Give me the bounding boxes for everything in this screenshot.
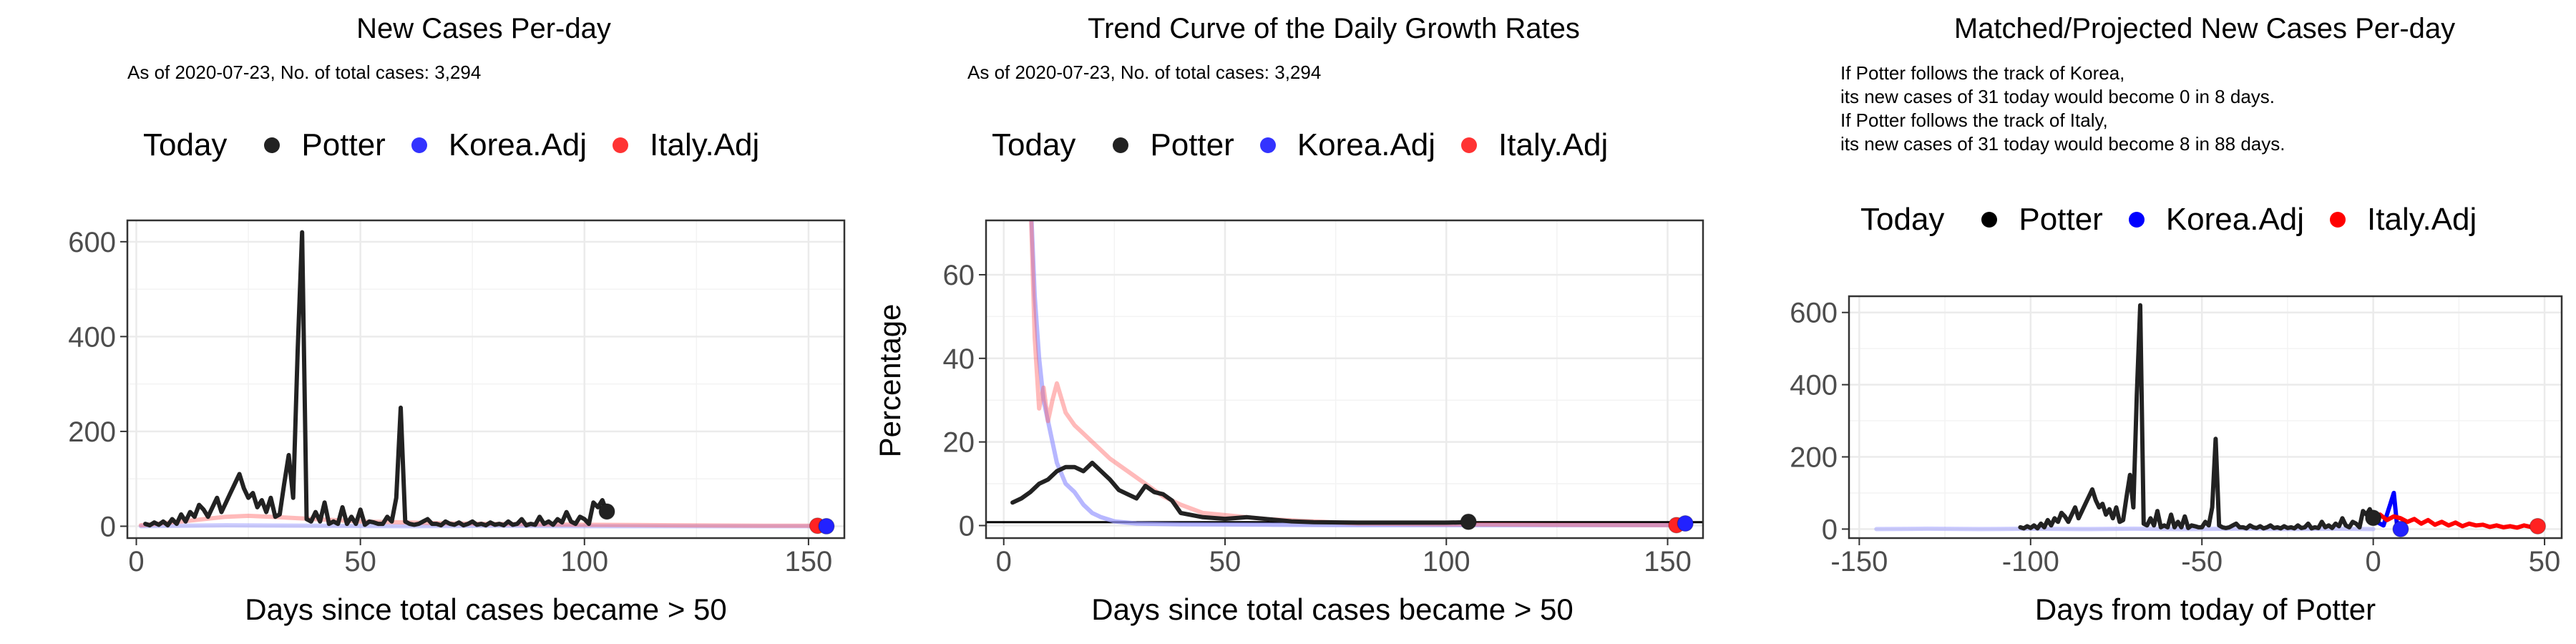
chart-plot: 0 50 100 150 0 200 400 600 <box>68 219 846 577</box>
x-tick-label: 50 <box>2529 546 2561 577</box>
series-line-potter <box>143 230 610 528</box>
series-group <box>138 230 829 529</box>
x-tick-label: 50 <box>1209 546 1241 577</box>
endpoint-korea-adj <box>1677 515 1694 532</box>
endpoint-potter <box>2365 509 2382 527</box>
endpoint-potter <box>598 503 615 520</box>
panel-new-cases: New Cases Per-day As of 2020-07-23, No. … <box>0 0 859 644</box>
endpoint-italy-adj <box>2529 517 2546 535</box>
legend: Today Potter Korea.Adj Italy.Adj <box>1860 202 2491 238</box>
legend-item-italy: Italy.Adj <box>1450 127 1608 163</box>
legend-title: Today <box>1860 202 1945 237</box>
x-tick-label: 100 <box>1423 546 1470 577</box>
legend-dot-italy <box>613 137 629 153</box>
x-tick-label: 150 <box>785 546 833 577</box>
y-tick-label: 40 <box>943 343 975 375</box>
panel-growth-rates: Trend Curve of the Daily Growth Rates As… <box>859 0 1717 644</box>
legend-label-italy: Italy.Adj <box>2367 202 2477 237</box>
y-tick-label: 0 <box>1822 514 1838 545</box>
y-tick-label: 400 <box>1790 370 1838 401</box>
panel-projected: Matched/Projected New Cases Per-day If P… <box>1717 0 2576 644</box>
chart-plot: -150 -100 -50 0 50 0 200 400 600 <box>1790 295 2563 577</box>
legend-item-korea: Korea.Adj <box>400 127 587 163</box>
y-tick-label: 400 <box>68 321 116 353</box>
note-line: its new cases of 31 today would become 8… <box>1840 133 2285 155</box>
series-line-korea-adj <box>1874 526 2376 532</box>
x-tick-label: 0 <box>2366 546 2381 577</box>
plot-border <box>126 219 846 540</box>
x-tick-label: -100 <box>2002 546 2059 577</box>
plot-border <box>985 219 1704 540</box>
legend-dot-potter <box>1981 212 1998 228</box>
legend-label-korea: Korea.Adj <box>448 127 587 162</box>
legend-dot-korea <box>1259 137 1276 153</box>
legend-label-italy: Italy.Adj <box>1498 127 1609 162</box>
legend-item-potter: Potter <box>253 127 386 163</box>
legend-label-potter: Potter <box>1150 127 1234 162</box>
chart-title: Matched/Projected New Cases Per-day <box>1953 13 2456 44</box>
y-tick-label: 600 <box>68 227 116 258</box>
y-tick-label: 200 <box>1790 441 1838 473</box>
legend-dot-potter <box>1113 137 1129 153</box>
legend: Today Potter Korea.Adj Italy.Adj <box>992 127 1622 163</box>
legend-dot-italy <box>1461 137 1478 153</box>
legend-item-potter: Potter <box>1101 127 1234 163</box>
legend-item-korea: Korea.Adj <box>1249 127 1435 163</box>
legend-label-korea: Korea.Adj <box>2165 202 2305 237</box>
x-tick-label: 150 <box>1644 546 1692 577</box>
endpoint-korea-adj <box>2392 520 2409 537</box>
legend-item-korea: Korea.Adj <box>2117 202 2304 238</box>
legend-item-italy: Italy.Adj <box>601 127 759 163</box>
legend-label-potter: Potter <box>301 127 386 162</box>
endpoint-potter <box>1460 513 1477 530</box>
x-tick-label: 0 <box>996 546 1012 577</box>
y-tick-label: 0 <box>100 511 116 542</box>
y-tick-label: 0 <box>959 510 975 542</box>
chart-subtitle: As of 2020-07-23, No. of total cases: 3,… <box>127 62 482 83</box>
y-tick-label: 600 <box>1790 298 1838 329</box>
x-tick-label: -50 <box>2181 546 2223 577</box>
x-tick-label: -150 <box>1830 546 1888 577</box>
plot-border <box>1848 295 2563 540</box>
chart-title: Trend Curve of the Daily Growth Rates <box>1088 13 1580 44</box>
endpoint-korea-adj <box>818 517 835 535</box>
chart-subtitle: As of 2020-07-23, No. of total cases: 3,… <box>967 62 1322 83</box>
chart-plot: 0 50 100 150 0 20 40 60 <box>943 219 1704 577</box>
chart-title: New Cases Per-day <box>356 13 611 44</box>
x-tick-label: 100 <box>560 546 608 577</box>
x-axis-label: Days since total cases became > 50 <box>245 592 727 626</box>
legend-dot-italy <box>2330 212 2346 228</box>
y-tick-label: 200 <box>68 416 116 448</box>
legend-dot-potter <box>264 137 280 153</box>
y-axis-label: Percentage <box>873 303 907 458</box>
series-line-korea-adj <box>1029 220 1688 527</box>
series-group <box>986 220 1703 527</box>
series-line-potter <box>1010 460 1471 525</box>
x-axis-label: Days from today of Potter <box>2034 592 2376 626</box>
series-line-potter <box>2018 303 2376 531</box>
x-tick-label: 0 <box>128 546 144 577</box>
legend-dot-korea <box>411 137 427 153</box>
legend-label-korea: Korea.Adj <box>1297 127 1436 162</box>
legend-item-italy: Italy.Adj <box>2318 202 2477 238</box>
series-line-italy-adj <box>2371 512 2540 530</box>
legend-title: Today <box>143 127 228 162</box>
legend-title: Today <box>992 127 1076 162</box>
projection-note: If Potter follows the track of Korea, it… <box>1840 62 2285 156</box>
note-line: If Potter follows the track of Italy, <box>1840 109 2108 131</box>
legend: Today Potter Korea.Adj Italy.Adj <box>143 127 774 163</box>
y-tick-label: 60 <box>943 260 975 291</box>
legend-item-potter: Potter <box>1970 202 2103 238</box>
series-group <box>1874 303 2540 532</box>
y-tick-label: 20 <box>943 427 975 459</box>
note-line: its new cases of 31 today would become 0… <box>1840 86 2275 107</box>
legend-dot-korea <box>2128 212 2145 228</box>
legend-label-italy: Italy.Adj <box>650 127 760 162</box>
x-tick-label: 50 <box>344 546 376 577</box>
legend-label-potter: Potter <box>2019 202 2103 237</box>
note-line: If Potter follows the track of Korea, <box>1840 62 2125 84</box>
x-axis-label: Days since total cases became > 50 <box>1091 592 1574 626</box>
